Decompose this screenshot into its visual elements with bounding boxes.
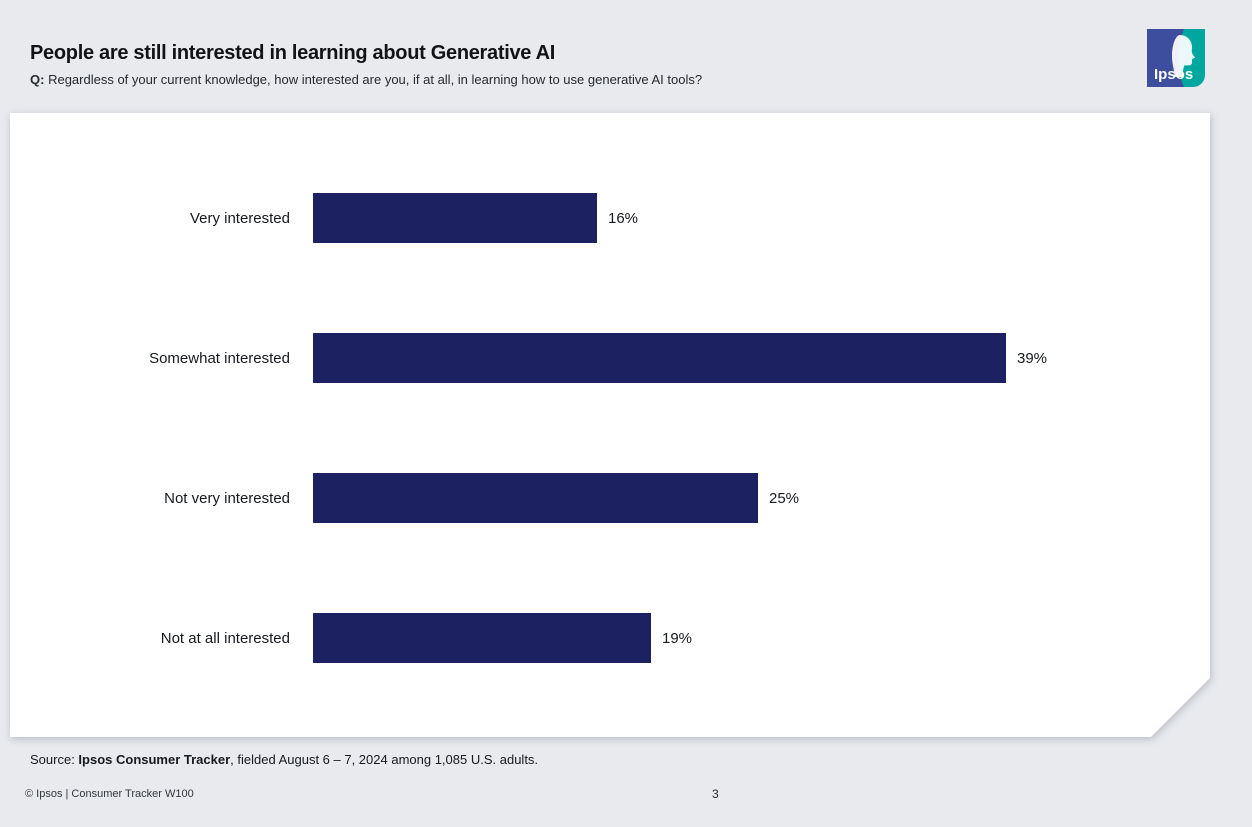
value-label: 19% [662,629,693,647]
bar-row: Not at all interested 19% [10,568,1210,708]
value-label: 16% [608,209,639,227]
chart-card: Very interested 16% Somewhat interested … [10,113,1210,737]
bar-track: 25% [313,473,1210,523]
bar [313,193,597,243]
question-text: Regardless of your current knowledge, ho… [48,72,703,87]
bar [313,613,651,663]
bar-track: 39% [313,333,1210,383]
svg-text:Ipsos: Ipsos [1154,66,1193,83]
bar-track: 16% [313,193,1210,243]
category-label: Not at all interested [160,629,290,647]
question-prefix: Q: [30,72,45,87]
source-rest: , fielded August 6 – 7, 2024 among 1,085… [230,752,539,767]
header: People are still interested in learning … [30,42,1110,87]
bar [313,473,758,523]
bar-row: Very interested 16% [10,148,1210,288]
value-label: 25% [769,489,800,507]
ipsos-logo: Ipsos [1147,29,1205,87]
chart-title: People are still interested in learning … [30,42,556,64]
bar-track: 19% [313,613,1210,663]
page-number: 3 [712,787,719,801]
chart-plot-area: Very interested 16% Somewhat interested … [10,113,1210,737]
source-note: Source: Ipsos Consumer Tracker, fielded … [30,752,538,767]
bar [313,333,1006,383]
copyright: © Ipsos | Consumer Tracker W100 [25,788,194,800]
source-prefix: Source: [30,752,79,767]
value-label: 39% [1017,349,1048,367]
source-bold: Ipsos Consumer Tracker [78,752,231,767]
ipsos-logo-graphic: Ipsos [1147,29,1205,87]
chart-question: Q: Regardless of your current knowledge,… [30,72,1110,87]
category-label: Very interested [189,209,290,227]
category-label: Not very interested [164,489,290,507]
bar-row: Not very interested 25% [10,428,1210,568]
category-label: Somewhat interested [149,349,290,367]
bar-row: Somewhat interested 39% [10,288,1210,428]
